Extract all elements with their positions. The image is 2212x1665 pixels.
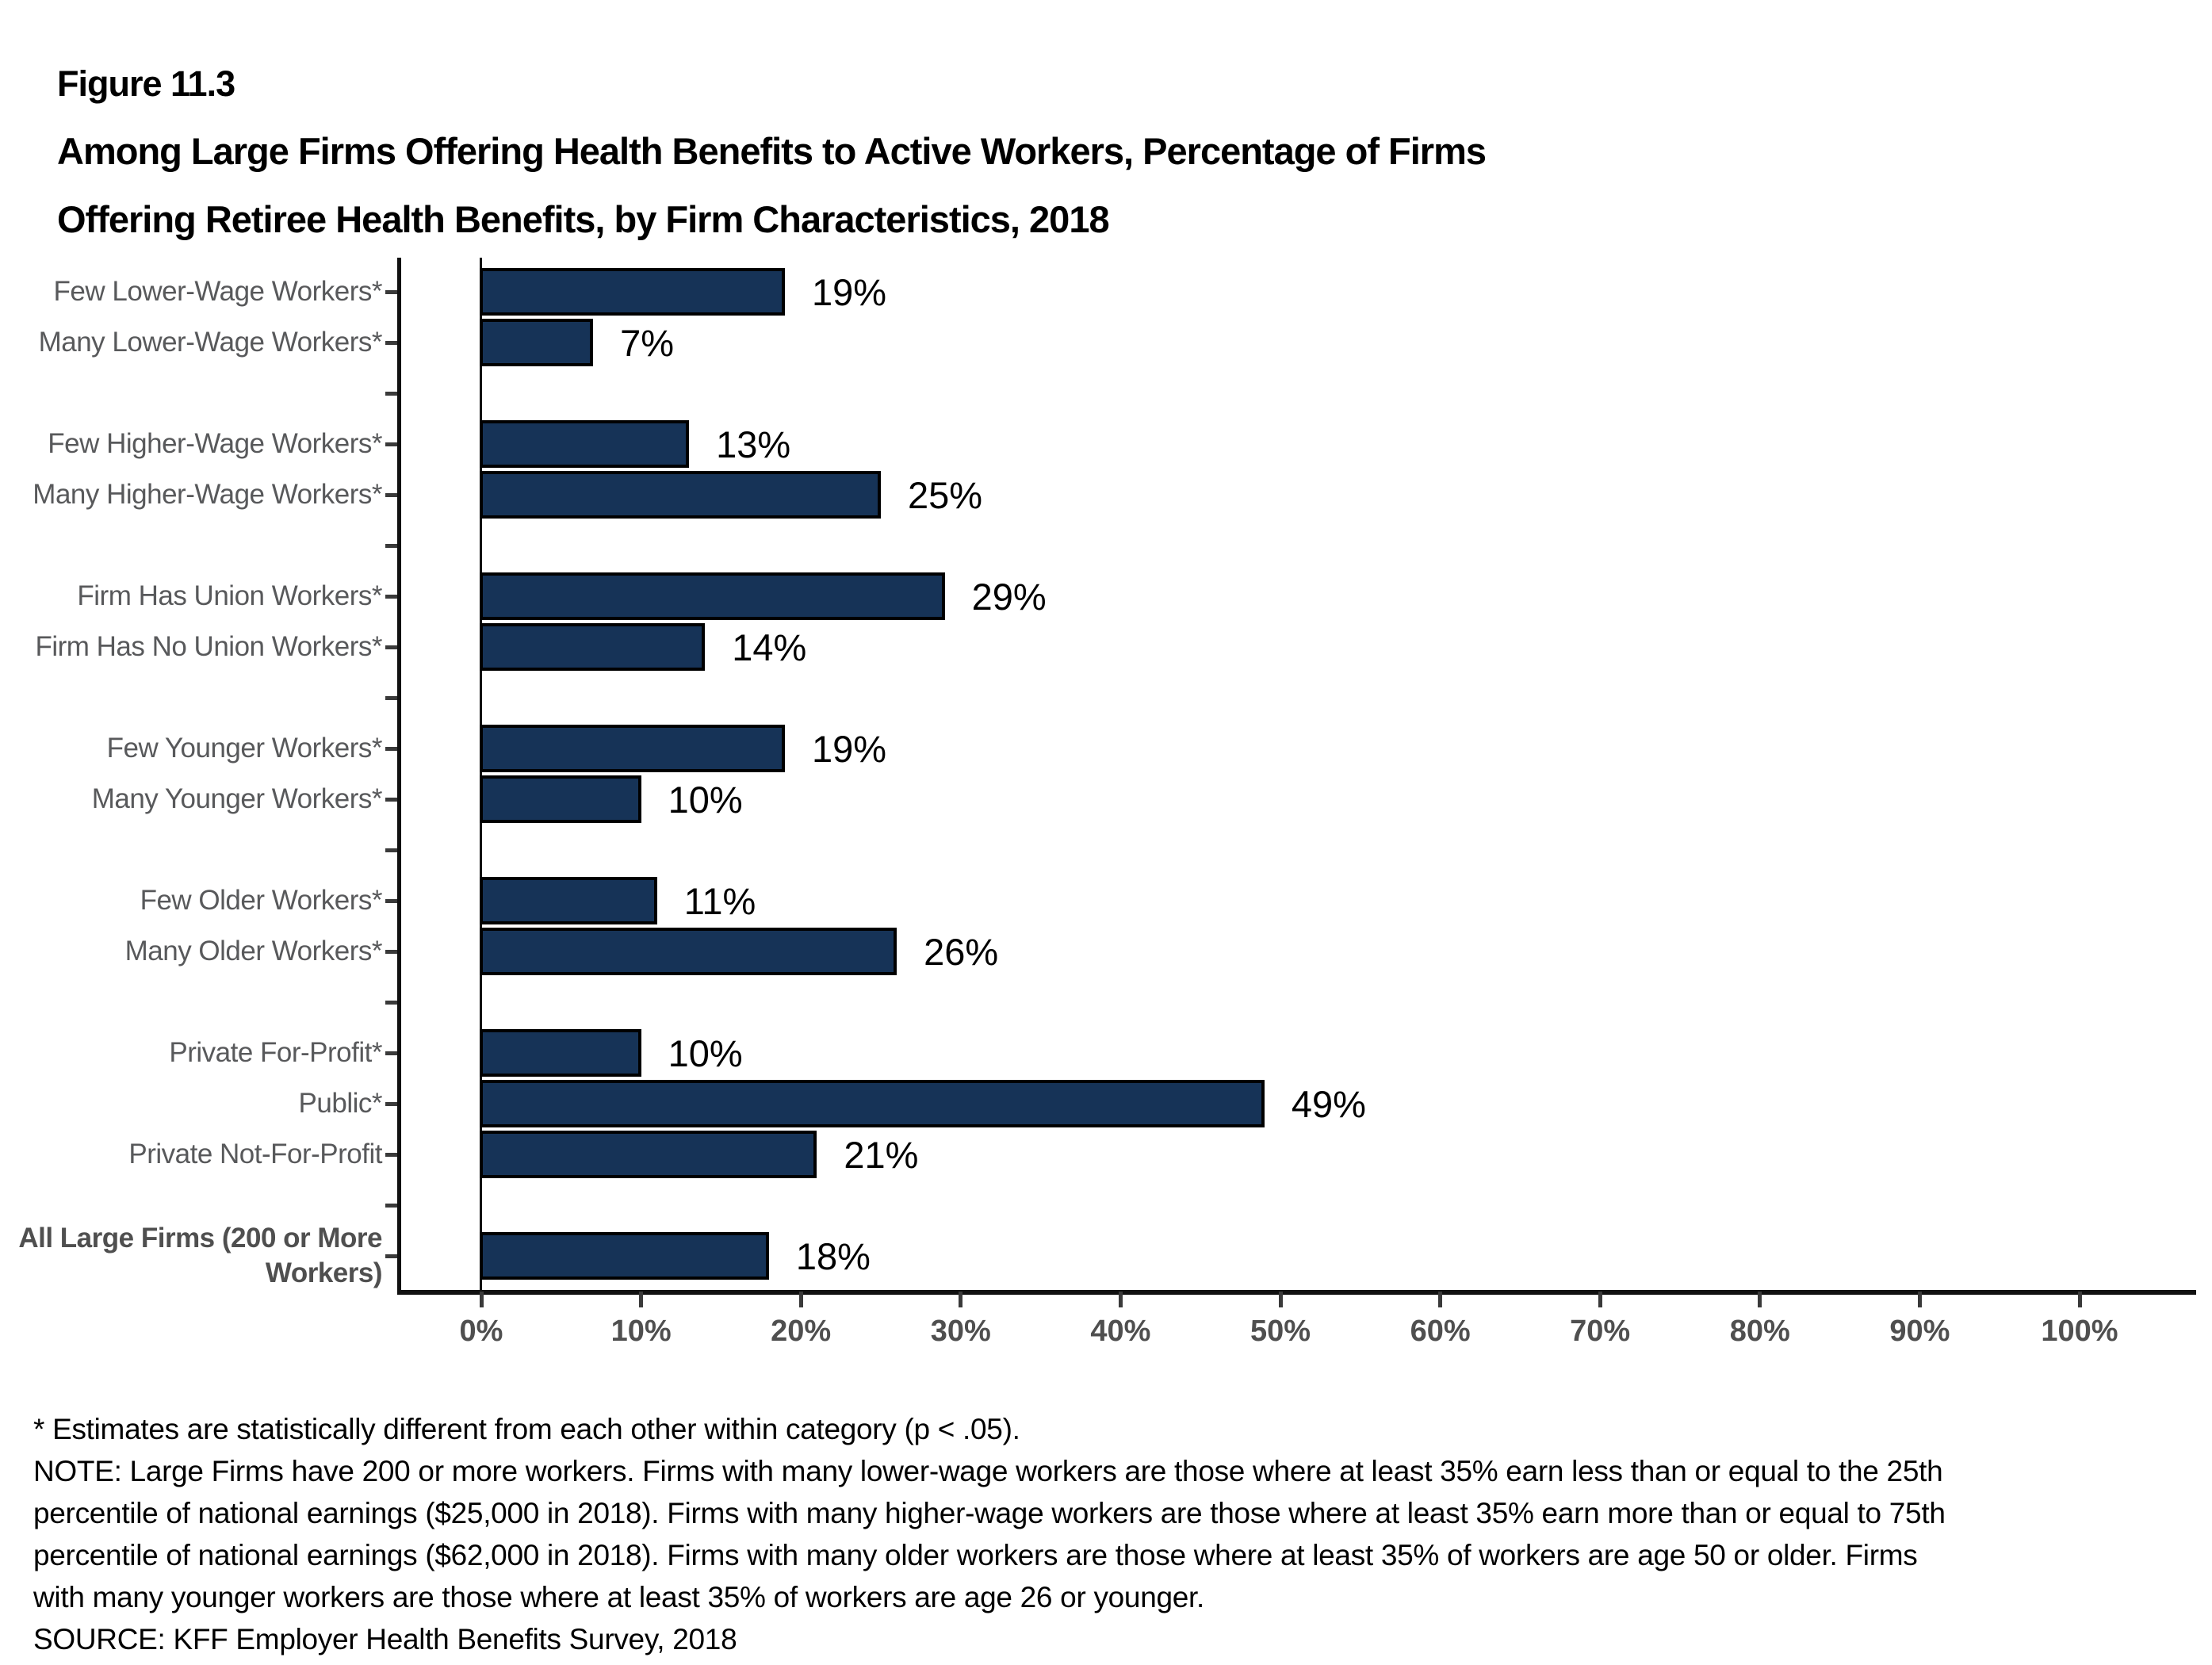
bar-firm-has-no-union-workers	[480, 623, 706, 671]
x-axis-tick-label-80: 80%	[1729, 1315, 1790, 1348]
value-label-few-lower-wage-workers: 19%	[812, 270, 887, 313]
footnote-note-line2: percentile of national earnings ($25,000…	[33, 1497, 1946, 1529]
y-axis-tick	[385, 595, 397, 599]
y-axis-tick-spacer	[385, 1001, 397, 1005]
category-label-few-higher-wage-workers: Few Higher-Wage Workers*	[48, 428, 382, 459]
footnote-note-line4: with many younger workers are those wher…	[33, 1581, 1204, 1613]
value-label-private-for-profit: 10%	[668, 1032, 743, 1074]
y-axis-line	[397, 258, 401, 1290]
footnote-significance: * Estimates are statistically different …	[33, 1413, 1020, 1445]
bar-few-lower-wage-workers	[480, 268, 786, 316]
x-axis-tick	[2077, 1292, 2082, 1307]
category-label-private-for-profit: Private For-Profit*	[169, 1037, 382, 1068]
bar-public	[480, 1080, 1265, 1127]
bar-many-older-workers	[480, 928, 897, 975]
category-label-many-higher-wage-workers: Many Higher-Wage Workers*	[33, 479, 382, 510]
bar-few-older-workers	[480, 877, 657, 924]
value-label-all-large-firms-200-or-more-workers: 18%	[795, 1234, 871, 1277]
y-axis-tick	[385, 747, 397, 751]
value-label-few-higher-wage-workers: 13%	[716, 423, 791, 465]
bar-few-younger-workers	[480, 725, 786, 772]
y-axis-tick	[385, 950, 397, 954]
bar-few-higher-wage-workers	[480, 420, 690, 468]
footnotes: * Estimates are statistically different …	[33, 1408, 2182, 1660]
y-axis-tick	[385, 899, 397, 903]
value-label-many-younger-workers: 10%	[668, 778, 743, 821]
x-axis-tick	[1598, 1292, 1602, 1307]
category-label-many-lower-wage-workers: Many Lower-Wage Workers*	[38, 327, 383, 358]
y-axis-tick-spacer	[385, 1204, 397, 1208]
figure-number: Figure 11.3	[57, 63, 235, 104]
x-axis-tick-label-90: 90%	[1889, 1315, 1950, 1348]
x-axis-tick-label-50: 50%	[1250, 1315, 1311, 1348]
footnote-note-line3: percentile of national earnings ($62,000…	[33, 1539, 1918, 1571]
category-label-few-younger-workers: Few Younger Workers*	[106, 733, 383, 764]
value-label-private-not-for-profit: 21%	[844, 1133, 919, 1176]
category-label-few-lower-wage-workers: Few Lower-Wage Workers*	[53, 276, 383, 307]
y-axis-tick	[385, 442, 397, 446]
category-label-many-older-workers: Many Older Workers*	[124, 936, 383, 966]
x-axis-line	[397, 1290, 2196, 1295]
x-axis-tick	[479, 1292, 484, 1307]
x-axis-tick	[798, 1292, 803, 1307]
x-axis-tick-label-0: 0%	[459, 1315, 503, 1348]
bar-private-for-profit	[480, 1029, 641, 1077]
bar-private-not-for-profit	[480, 1131, 817, 1178]
bar-all-large-firms-200-or-more-workers	[480, 1232, 769, 1280]
x-axis-tick	[639, 1292, 644, 1307]
category-label-few-older-workers: Few Older Workers*	[140, 885, 383, 916]
y-axis-tick	[385, 290, 397, 294]
chart-title-line1: Among Large Firms Offering Health Benefi…	[57, 130, 1487, 172]
category-label-private-not-for-profit: Private Not-For-Profit	[128, 1139, 382, 1169]
y-axis-tick	[385, 1102, 397, 1106]
y-axis-tick	[385, 798, 397, 802]
zero-baseline	[480, 258, 482, 1290]
y-axis-tick-spacer	[385, 696, 397, 700]
value-label-public: 49%	[1291, 1082, 1366, 1125]
footnote-source: SOURCE: KFF Employer Health Benefits Sur…	[33, 1623, 737, 1655]
y-axis-tick-spacer	[385, 848, 397, 852]
x-axis-tick-label-30: 30%	[930, 1315, 991, 1348]
footnote-note-line1: NOTE: Large Firms have 200 or more worke…	[33, 1455, 1943, 1487]
x-axis-tick	[1118, 1292, 1123, 1307]
value-label-many-higher-wage-workers: 25%	[908, 473, 983, 516]
x-axis-tick-label-40: 40%	[1090, 1315, 1151, 1348]
y-axis-tick	[385, 493, 397, 497]
x-axis-tick-label-70: 70%	[1570, 1315, 1631, 1348]
bar-many-lower-wage-workers	[480, 319, 594, 366]
category-label-firm-has-no-union-workers: Firm Has No Union Workers*	[35, 631, 382, 662]
y-axis-tick	[385, 1153, 397, 1157]
value-label-firm-has-no-union-workers: 14%	[732, 626, 807, 668]
x-axis-tick-label-10: 10%	[610, 1315, 672, 1348]
category-label-public: Public*	[298, 1088, 383, 1119]
bar-firm-has-union-workers	[480, 572, 945, 620]
y-axis-tick-spacer	[385, 544, 397, 548]
x-axis-tick	[1917, 1292, 1922, 1307]
bar-many-younger-workers	[480, 775, 641, 823]
value-label-few-younger-workers: 19%	[812, 727, 887, 770]
category-label-firm-has-union-workers: Firm Has Union Workers*	[77, 580, 382, 611]
value-label-many-older-workers: 26%	[924, 930, 999, 973]
category-label-many-younger-workers: Many Younger Workers*	[91, 783, 383, 814]
y-axis-tick	[385, 645, 397, 649]
x-axis-tick-label-60: 60%	[1410, 1315, 1471, 1348]
y-axis-tick	[385, 341, 397, 345]
y-axis-tick-spacer	[385, 392, 397, 396]
value-label-firm-has-union-workers: 29%	[971, 575, 1047, 618]
category-label-all-large-firms-200-or-more-workers: All Large Firms (200 or More Workers)	[18, 1223, 382, 1288]
y-axis-tick	[385, 1051, 397, 1055]
value-label-many-lower-wage-workers: 7%	[620, 321, 675, 364]
x-axis-tick	[1278, 1292, 1283, 1307]
bar-many-higher-wage-workers	[480, 471, 881, 519]
value-label-few-older-workers: 11%	[683, 879, 756, 922]
x-axis-tick-label-100: 100%	[2041, 1315, 2118, 1348]
y-axis-tick	[385, 1254, 397, 1258]
x-axis-tick	[1438, 1292, 1443, 1307]
chart-title-line2: Offering Retiree Health Benefits, by Fir…	[57, 198, 1110, 240]
x-axis-tick-label-20: 20%	[771, 1315, 832, 1348]
x-axis-tick	[959, 1292, 963, 1307]
x-axis-tick	[1758, 1292, 1762, 1307]
